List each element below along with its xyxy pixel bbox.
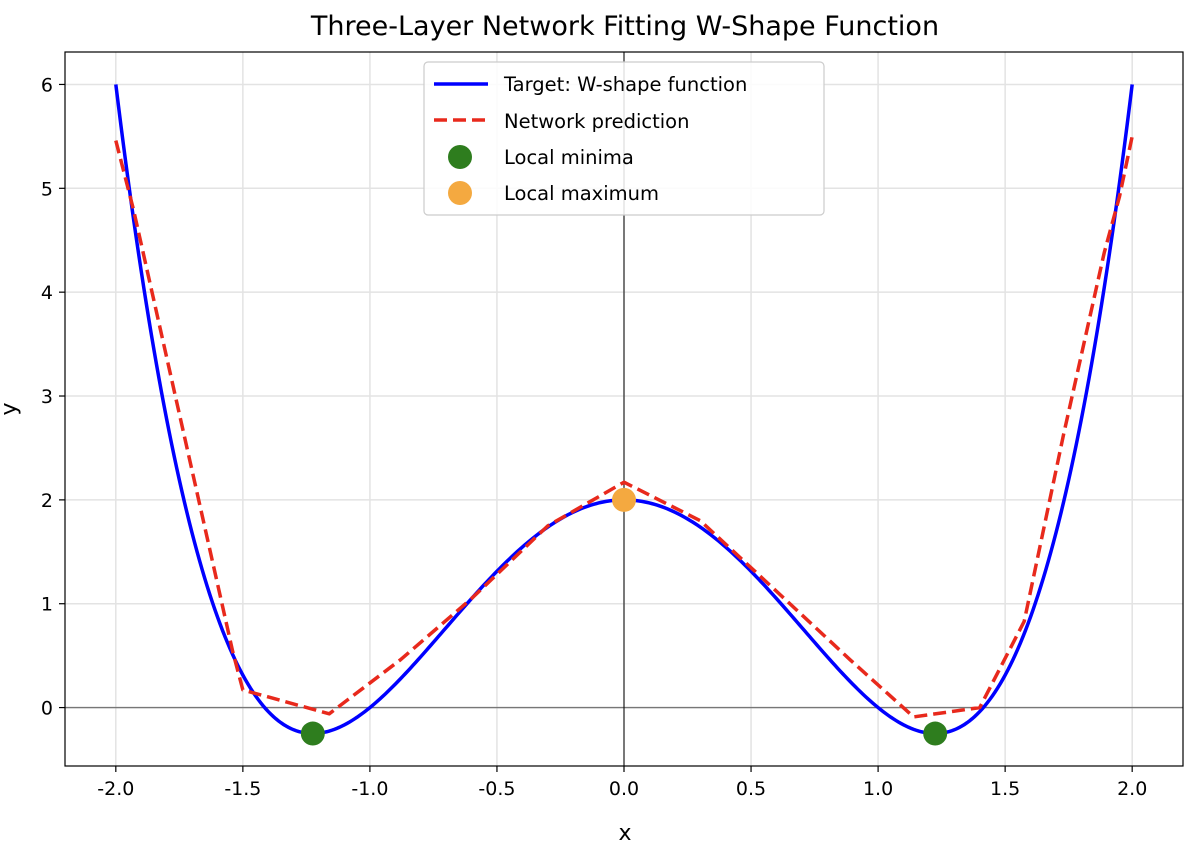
series-layer <box>114 84 1134 746</box>
y-tick-label: 4 <box>41 282 53 304</box>
x-tick-label: 0.0 <box>609 778 639 800</box>
legend-label-target: Target: W-shape function <box>503 73 747 96</box>
legend-label-minima: Local minima <box>504 146 634 169</box>
y-tick-label: 6 <box>41 74 53 96</box>
legend: Target: W-shape function Network predict… <box>423 61 825 216</box>
local-maximum-point <box>612 487 636 512</box>
y-tick-label: 5 <box>41 178 53 200</box>
x-tick-label: 1.5 <box>990 778 1020 800</box>
y-tick-label: 3 <box>41 386 53 408</box>
legend-marker-minima <box>448 145 472 169</box>
x-tick-label: 0.5 <box>736 778 766 800</box>
y-ticks: 0 1 2 3 4 5 6 <box>41 74 65 720</box>
x-tick-label: 1.0 <box>863 778 893 800</box>
x-tick-label: -2.0 <box>97 778 134 800</box>
y-tick-label: 1 <box>41 594 53 616</box>
x-axis-label: x <box>618 821 631 846</box>
y-axis-label: y <box>0 402 22 415</box>
x-ticks: -2.0 -1.5 -1.0 -0.5 0.0 0.5 1.0 1.5 2.0 <box>97 766 1147 800</box>
series-prediction-line <box>114 136 1134 719</box>
legend-label-prediction: Network prediction <box>504 110 689 133</box>
y-tick-label: 0 <box>41 698 53 720</box>
legend-label-maximum: Local maximum <box>504 182 659 205</box>
x-tick-label: -1.5 <box>224 778 261 800</box>
x-tick-label: -0.5 <box>478 778 515 800</box>
x-tick-label: 2.0 <box>1117 778 1147 800</box>
legend-marker-maximum <box>448 181 472 205</box>
y-tick-label: 2 <box>41 490 53 512</box>
local-minimum-point <box>923 721 948 746</box>
local-minimum-point <box>300 721 325 746</box>
chart-title: Three-Layer Network Fitting W-Shape Func… <box>310 11 939 42</box>
legend-box <box>423 61 825 216</box>
x-tick-label: -1.0 <box>351 778 388 800</box>
